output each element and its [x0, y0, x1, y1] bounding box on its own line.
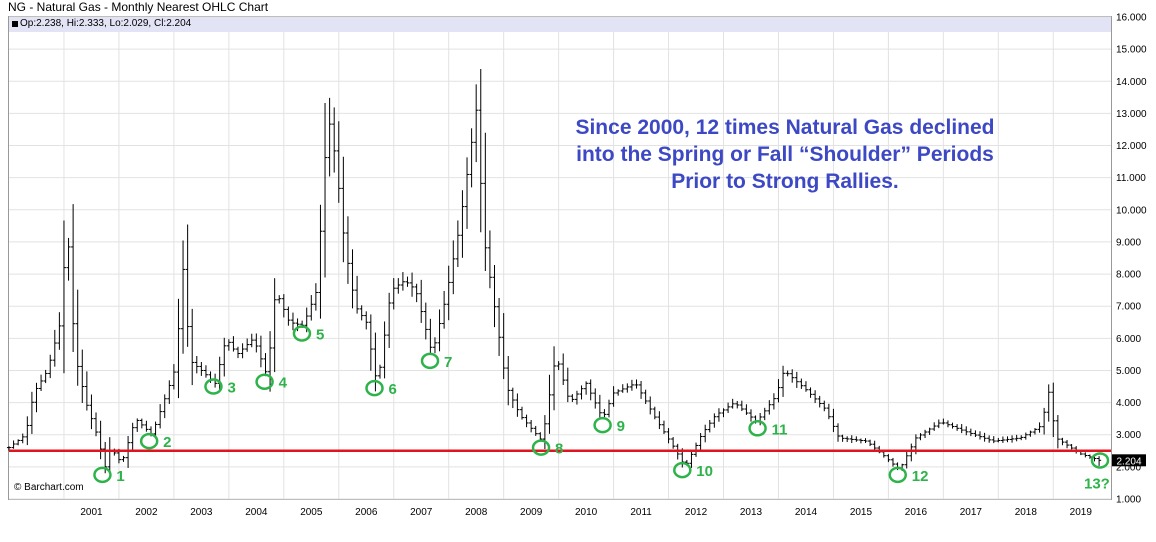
y-tick-label: 2.000 — [1116, 462, 1141, 473]
annotation-line-2: into the Spring or Fall “Shoulder” Perio… — [576, 143, 994, 166]
y-tick-label: 4.000 — [1116, 398, 1141, 409]
x-tick-label: 2006 — [355, 507, 378, 518]
x-tick-label: 2015 — [850, 507, 873, 518]
ohlc-legend-bar — [9, 17, 1111, 32]
marker-circle — [93, 466, 112, 484]
x-tick-label: 2012 — [685, 507, 708, 518]
x-tick-label: 2008 — [465, 507, 488, 518]
x-tick-label: 2007 — [410, 507, 433, 518]
marker-label: 13? — [1084, 475, 1110, 492]
marker-circle — [748, 420, 767, 437]
marker-label: 6 — [389, 381, 397, 398]
y-tick-label: 9.000 — [1116, 237, 1141, 248]
marker-circle — [1090, 452, 1110, 469]
chart-title: NG - Natural Gas - Monthly Nearest OHLC … — [8, 0, 269, 14]
annotation-line-3: Prior to Strong Rallies. — [671, 170, 899, 193]
y-tick-label: 6.000 — [1116, 334, 1141, 345]
marker-circle — [420, 352, 440, 370]
marker-label: 9 — [617, 418, 625, 435]
last-price-tag — [1112, 454, 1146, 467]
marker-label: 5 — [316, 327, 324, 344]
y-tick-label: 12.000 — [1116, 141, 1147, 152]
x-tick-label: 2013 — [740, 507, 763, 518]
x-tick-label: 2001 — [80, 507, 103, 518]
y-tick-label: 7.000 — [1116, 302, 1141, 313]
marker-label: 10 — [696, 463, 713, 480]
marker-circle — [292, 325, 312, 342]
marker-label: 2 — [163, 434, 171, 451]
x-tick-label: 2017 — [960, 507, 983, 518]
x-tick-label: 2004 — [245, 507, 268, 518]
y-tick-label: 16.000 — [1116, 13, 1147, 24]
ohlc-legend-text: Op:2.238, Hi:2.333, Lo:2.029, Cl:2.204 — [20, 18, 192, 29]
x-tick-label: 2018 — [1015, 507, 1038, 518]
x-tick-label: 2011 — [630, 507, 652, 518]
marker-circle — [531, 439, 551, 456]
y-tick-label: 8.000 — [1116, 270, 1141, 281]
marker-circle — [888, 466, 907, 484]
marker-circle — [255, 373, 274, 390]
marker-label: 1 — [116, 468, 124, 485]
marker-circle — [204, 378, 223, 395]
marker-circle — [673, 461, 692, 479]
marker-label: 12 — [912, 468, 929, 485]
x-tick-label: 2019 — [1070, 507, 1093, 518]
y-tick-label: 13.000 — [1116, 109, 1147, 120]
x-tick-label: 2009 — [520, 507, 543, 518]
marker-label: 7 — [444, 354, 452, 371]
marker-label: 4 — [279, 375, 288, 392]
x-tick-label: 2003 — [190, 507, 213, 518]
marker-label: 11 — [772, 421, 788, 438]
x-tick-label: 2002 — [135, 507, 158, 518]
y-tick-label: 15.000 — [1116, 45, 1147, 56]
y-tick-label: 10.000 — [1116, 205, 1147, 216]
y-tick-label: 1.000 — [1116, 495, 1141, 506]
annotation-text: Since 2000, 12 times Natural Gas decline… — [500, 114, 1070, 195]
x-tick-label: 2014 — [795, 507, 818, 518]
annotation-line-1: Since 2000, 12 times Natural Gas decline… — [575, 116, 995, 139]
barchart-watermark: © Barchart.com — [14, 482, 84, 493]
marker-circle — [139, 432, 159, 450]
y-tick-label: 3.000 — [1116, 430, 1141, 441]
x-tick-label: 2005 — [300, 507, 323, 518]
y-tick-label: 11.000 — [1116, 173, 1146, 184]
marker-label: 3 — [227, 380, 235, 397]
marker-label: 8 — [555, 441, 563, 458]
y-tick-label: 5.000 — [1116, 366, 1141, 377]
marker-circle — [593, 416, 612, 434]
y-tick-label: 14.000 — [1116, 77, 1147, 88]
marker-circle — [365, 379, 384, 397]
last-price-label: 2.204 — [1116, 456, 1141, 467]
legend-square-icon — [12, 21, 18, 27]
x-tick-label: 2016 — [905, 507, 928, 518]
x-tick-label: 2010 — [575, 507, 598, 518]
